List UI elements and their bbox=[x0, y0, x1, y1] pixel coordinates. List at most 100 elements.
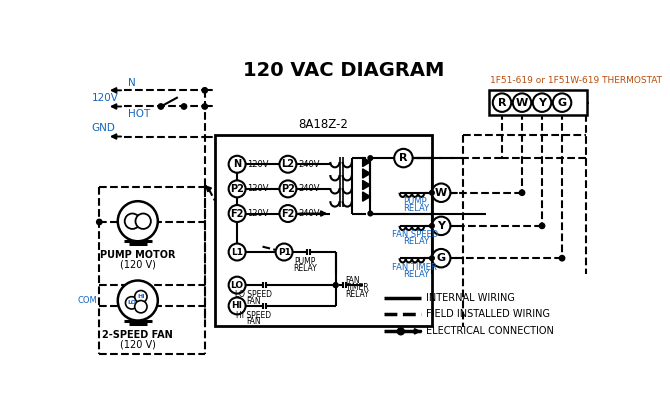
Text: PUMP: PUMP bbox=[403, 197, 427, 206]
Text: HI SPEED: HI SPEED bbox=[236, 310, 271, 320]
Circle shape bbox=[432, 217, 450, 235]
Text: LO: LO bbox=[230, 281, 244, 290]
Polygon shape bbox=[362, 192, 371, 201]
Circle shape bbox=[397, 328, 404, 335]
Text: RELAY: RELAY bbox=[403, 204, 429, 213]
Text: 120V: 120V bbox=[247, 209, 269, 218]
Text: 120V: 120V bbox=[92, 93, 119, 103]
Text: N: N bbox=[233, 159, 241, 169]
Text: COM: COM bbox=[78, 296, 98, 305]
Circle shape bbox=[228, 243, 246, 261]
Text: (120 V): (120 V) bbox=[120, 339, 155, 349]
Text: RELAY: RELAY bbox=[346, 290, 369, 299]
Text: 1F51-619 or 1F51W-619 THERMOSTAT: 1F51-619 or 1F51W-619 THERMOSTAT bbox=[490, 76, 663, 85]
Text: 120V: 120V bbox=[247, 160, 269, 169]
Text: L2: L2 bbox=[281, 159, 294, 169]
Circle shape bbox=[559, 256, 565, 261]
Text: G: G bbox=[437, 253, 446, 263]
Circle shape bbox=[368, 156, 373, 160]
Circle shape bbox=[432, 249, 450, 267]
Circle shape bbox=[492, 93, 511, 112]
Text: RELAY: RELAY bbox=[403, 270, 429, 279]
Circle shape bbox=[228, 205, 246, 222]
Text: HI: HI bbox=[232, 301, 243, 310]
Polygon shape bbox=[362, 181, 371, 190]
Circle shape bbox=[202, 104, 208, 109]
Circle shape bbox=[125, 214, 140, 229]
Circle shape bbox=[135, 300, 147, 313]
Text: FAN: FAN bbox=[346, 276, 360, 285]
Text: FAN: FAN bbox=[246, 318, 261, 326]
Text: LO SPEED: LO SPEED bbox=[234, 290, 272, 299]
Text: 8A18Z-2: 8A18Z-2 bbox=[298, 118, 348, 131]
Circle shape bbox=[553, 93, 572, 112]
Text: TIMER: TIMER bbox=[346, 283, 369, 292]
Text: ELECTRICAL CONNECTION: ELECTRICAL CONNECTION bbox=[425, 326, 553, 336]
Text: FIELD INSTALLED WIRING: FIELD INSTALLED WIRING bbox=[425, 309, 550, 319]
Text: 120 VAC DIAGRAM: 120 VAC DIAGRAM bbox=[243, 61, 444, 80]
Bar bbox=[489, 91, 588, 115]
Text: P2: P2 bbox=[230, 184, 244, 194]
Circle shape bbox=[279, 156, 296, 173]
Text: 240V: 240V bbox=[298, 209, 320, 218]
Text: PUMP MOTOR: PUMP MOTOR bbox=[100, 251, 176, 261]
Text: PUMP: PUMP bbox=[294, 257, 316, 266]
Text: F2: F2 bbox=[230, 209, 244, 219]
Text: 240V: 240V bbox=[298, 160, 320, 169]
Circle shape bbox=[533, 93, 551, 112]
Text: R: R bbox=[399, 153, 407, 163]
Text: HI: HI bbox=[137, 294, 145, 299]
Circle shape bbox=[135, 290, 147, 303]
Circle shape bbox=[513, 93, 531, 112]
Text: G: G bbox=[557, 98, 567, 108]
Text: L1: L1 bbox=[231, 248, 243, 256]
Text: FAN TIMER: FAN TIMER bbox=[392, 263, 437, 272]
Circle shape bbox=[394, 149, 413, 167]
Circle shape bbox=[228, 181, 246, 197]
Circle shape bbox=[228, 277, 246, 294]
Circle shape bbox=[429, 223, 434, 228]
Circle shape bbox=[429, 190, 434, 195]
Circle shape bbox=[539, 223, 545, 228]
Text: 120V: 120V bbox=[247, 184, 269, 194]
Polygon shape bbox=[362, 169, 371, 178]
Circle shape bbox=[279, 181, 296, 197]
Text: N: N bbox=[128, 78, 135, 88]
Text: Y: Y bbox=[538, 98, 546, 108]
Text: 2-SPEED FAN: 2-SPEED FAN bbox=[103, 330, 173, 340]
Text: 240V: 240V bbox=[298, 184, 320, 194]
Circle shape bbox=[125, 297, 138, 309]
Text: (120 V): (120 V) bbox=[120, 260, 155, 270]
Circle shape bbox=[96, 219, 102, 225]
Circle shape bbox=[228, 297, 246, 314]
Circle shape bbox=[519, 190, 525, 195]
Text: R: R bbox=[498, 98, 507, 108]
Circle shape bbox=[228, 156, 246, 173]
Text: FAN: FAN bbox=[246, 297, 261, 306]
Circle shape bbox=[202, 88, 208, 93]
Text: RELAY: RELAY bbox=[403, 238, 429, 246]
Text: LO: LO bbox=[127, 300, 136, 305]
Circle shape bbox=[135, 214, 151, 229]
Circle shape bbox=[118, 201, 158, 241]
Text: P2: P2 bbox=[281, 184, 295, 194]
Circle shape bbox=[368, 211, 373, 216]
Polygon shape bbox=[362, 157, 371, 166]
Text: FAN SPEED: FAN SPEED bbox=[392, 230, 438, 240]
Circle shape bbox=[275, 243, 293, 261]
Text: RELAY: RELAY bbox=[293, 264, 317, 273]
Text: P1: P1 bbox=[277, 248, 291, 256]
Circle shape bbox=[118, 280, 158, 321]
Circle shape bbox=[432, 184, 450, 202]
Circle shape bbox=[334, 283, 338, 287]
Circle shape bbox=[158, 104, 163, 109]
Text: HOT: HOT bbox=[128, 109, 150, 119]
Circle shape bbox=[429, 256, 434, 261]
Text: W: W bbox=[435, 188, 448, 198]
Text: Y: Y bbox=[437, 221, 445, 231]
Text: INTERNAL WIRING: INTERNAL WIRING bbox=[425, 293, 515, 303]
Text: W: W bbox=[516, 98, 528, 108]
Text: GND: GND bbox=[92, 124, 115, 133]
Bar bbox=[215, 135, 432, 326]
Circle shape bbox=[182, 104, 187, 109]
